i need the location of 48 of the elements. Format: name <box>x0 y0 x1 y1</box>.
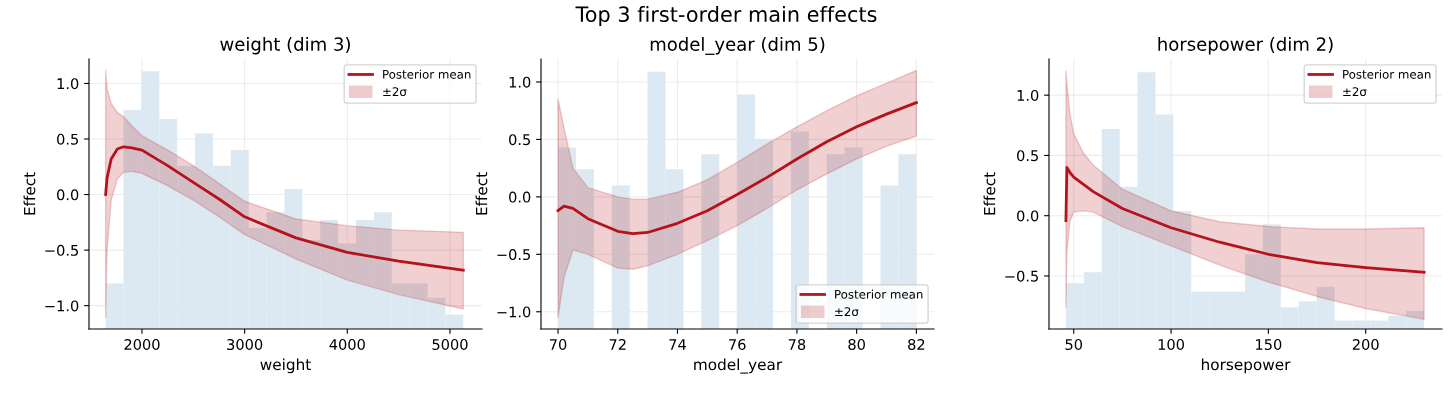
legend-label: Posterior mean <box>383 69 471 79</box>
legend-label: Posterior mean <box>1343 69 1431 79</box>
x-tick-label: 3000 <box>227 338 263 351</box>
x-tick-label: 50 <box>1065 338 1083 351</box>
line-series <box>1064 166 1426 274</box>
x-tick-label: 70 <box>549 338 567 351</box>
chart-title: model_year (dim 5) <box>650 36 825 55</box>
x-tick-label: 82 <box>908 338 925 351</box>
legend-label: Posterior mean <box>835 289 923 299</box>
y-tick-label: 0.0 <box>1017 210 1039 222</box>
x-tick-label: 100 <box>1158 338 1184 351</box>
chart-title: horsepower (dim 2) <box>1158 36 1333 55</box>
x-tick-label: 5000 <box>432 338 468 351</box>
y-tick-label: −0.5 <box>45 244 78 256</box>
x-tick-label: 74 <box>669 339 686 350</box>
y-tick-label: 0.5 <box>57 133 78 145</box>
y-tick-label: 0.5 <box>1017 150 1038 162</box>
y-tick-label: −0.5 <box>1005 270 1038 282</box>
annotation: ±2σ <box>383 87 407 97</box>
line-series <box>104 145 465 272</box>
x-tick-label: 80 <box>848 338 865 351</box>
x-tick-label: 72 <box>609 338 626 350</box>
y-tick-label: 1.0 <box>1017 89 1039 101</box>
x-tick-label: 150 <box>1256 338 1282 351</box>
y-tick-label: −1.0 <box>45 300 79 312</box>
x-tick-label: 76 <box>729 338 746 351</box>
annotation: ±2σ <box>835 307 859 317</box>
y-tick-label: 0.0 <box>509 191 531 203</box>
chart-title: weight (dim 3) <box>220 36 350 55</box>
text: Top 3 first-order main effects <box>575 5 877 27</box>
y-tick-label: −1.0 <box>497 306 531 318</box>
x-tick-label: 78 <box>788 338 806 351</box>
y-tick-label: 1.0 <box>57 78 79 90</box>
annotation: ±2σ <box>1343 87 1367 97</box>
y-axis-title: Effect <box>983 172 996 215</box>
x-tick-label: 4000 <box>329 338 365 351</box>
y-tick-label: 1.0 <box>509 76 531 88</box>
x-tick-label: 2000 <box>124 338 160 351</box>
y-tick-label: 0.0 <box>57 189 79 201</box>
y-axis-title: Effect <box>475 172 488 215</box>
y-tick-label: −0.5 <box>497 249 530 261</box>
x-axis-title: horsepower <box>1201 358 1291 374</box>
y-axis-title: Effect <box>23 172 36 215</box>
y-tick-label: 0.5 <box>509 134 530 146</box>
line-series <box>556 101 918 236</box>
x-tick-label: 200 <box>1352 338 1379 351</box>
x-axis-title: weight <box>260 358 311 374</box>
x-axis-title: model_year <box>694 358 783 374</box>
